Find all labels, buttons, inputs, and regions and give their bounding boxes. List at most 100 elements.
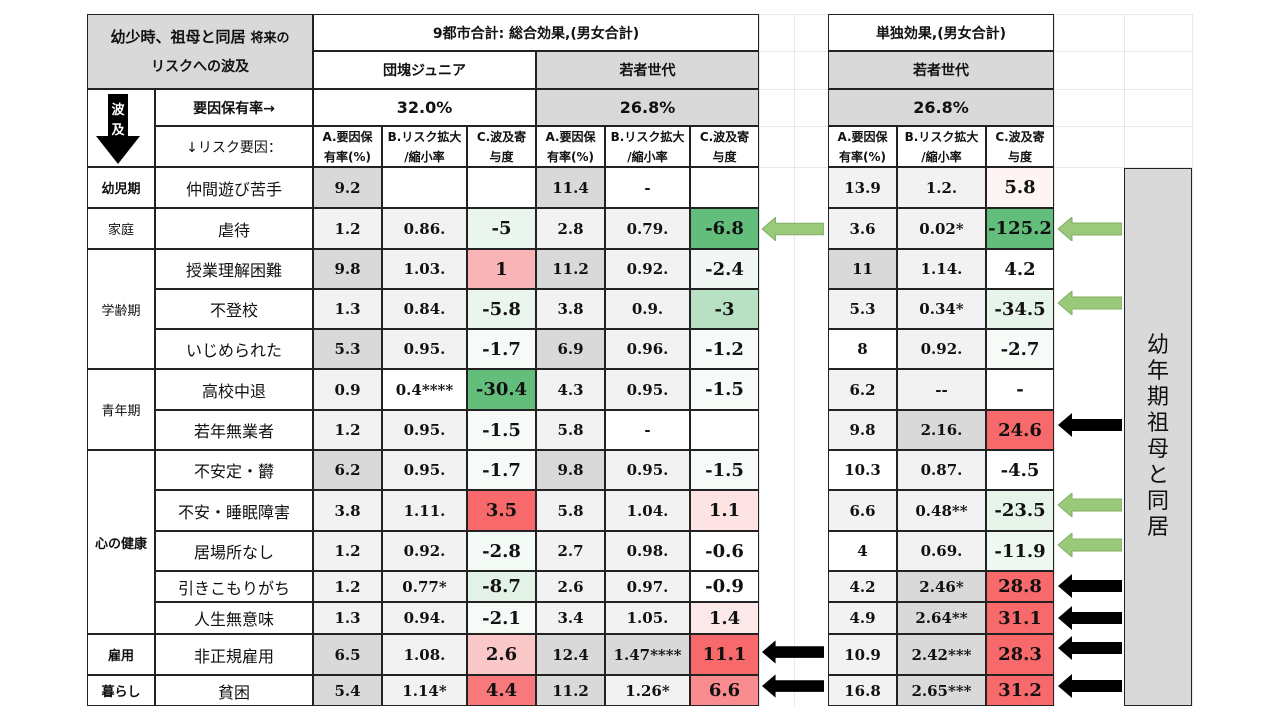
group-header-dankai: 団塊ジュニア bbox=[313, 51, 536, 89]
column-header-line: 与度 bbox=[1007, 149, 1032, 164]
value-a-cell: 16.8 bbox=[828, 675, 897, 706]
left-arrow-black-icon bbox=[1058, 413, 1122, 437]
value-a-cell: 13.9 bbox=[828, 167, 897, 208]
value-a-cell: 1.3 bbox=[313, 602, 382, 634]
column-header-line: C.波及寄 bbox=[699, 129, 750, 144]
value-c-cell: -5.8 bbox=[467, 289, 536, 329]
period-label: 暮らし bbox=[87, 675, 155, 706]
column-header-line: /縮小率 bbox=[404, 149, 445, 164]
column-header-line: A.要因保 bbox=[545, 129, 596, 144]
value-b-cell: 1.05. bbox=[605, 602, 690, 634]
factor-label-cell: 居場所なし bbox=[155, 531, 313, 571]
value-c-cell: -2.1 bbox=[467, 602, 536, 634]
group-header-young: 若者世代 bbox=[536, 51, 759, 89]
factor-label-cell: 若年無業者 bbox=[155, 410, 313, 450]
column-header-line: 有率(%) bbox=[839, 149, 886, 164]
value-a-cell: 9.2 bbox=[313, 167, 382, 208]
value-c-cell bbox=[467, 167, 536, 208]
value-a-cell: 2.8 bbox=[536, 208, 605, 249]
value-b-cell: 1.14* bbox=[382, 675, 467, 706]
column-header-line: C.波及寄 bbox=[995, 129, 1045, 144]
value-a-cell: 3.6 bbox=[828, 208, 897, 249]
column-header: B.リスク拡大/縮小率 bbox=[897, 126, 986, 167]
value-c-cell: 24.6 bbox=[986, 410, 1054, 450]
period-label: 家庭 bbox=[87, 208, 155, 249]
column-header-line: /縮小率 bbox=[627, 149, 668, 164]
value-a-cell: 1.3 bbox=[313, 289, 382, 329]
value-b-cell: 0.95. bbox=[382, 329, 467, 369]
value-a-cell: 0.9 bbox=[313, 369, 382, 410]
value-a-cell: 4.2 bbox=[828, 571, 897, 602]
value-c-cell: -6.8 bbox=[690, 208, 759, 249]
value-a-cell: 9.8 bbox=[828, 410, 897, 450]
value-c-cell: -2.8 bbox=[467, 531, 536, 571]
rate-young: 26.8% bbox=[536, 89, 759, 126]
value-a-cell: 6.6 bbox=[828, 490, 897, 531]
value-b-cell: 0.69. bbox=[897, 531, 986, 571]
left-arrow-black-icon bbox=[762, 674, 824, 698]
value-a-cell: 5.3 bbox=[313, 329, 382, 369]
value-c-cell: 1.4 bbox=[690, 602, 759, 634]
value-b-cell: - bbox=[605, 167, 690, 208]
column-header-line: B.リスク拡大 bbox=[610, 129, 685, 144]
value-b-cell: 0.92. bbox=[605, 249, 690, 289]
corner-header: 幼少時、祖母と同居 将来の リスクへの波及 bbox=[87, 14, 313, 89]
value-b-cell: - bbox=[605, 410, 690, 450]
column-header: C.波及寄与度 bbox=[986, 126, 1054, 167]
value-c-cell: 4.2 bbox=[986, 249, 1054, 289]
column-header-line: /縮小率 bbox=[921, 149, 962, 164]
combined-effect-title: 9都市合計: 総合効果,(男女合計) bbox=[313, 14, 759, 51]
value-a-cell: 5.8 bbox=[536, 490, 605, 531]
value-b-cell: 0.98. bbox=[605, 531, 690, 571]
column-header: A.要因保 有率(%) bbox=[313, 126, 382, 167]
value-a-cell: 6.2 bbox=[828, 369, 897, 410]
value-c-cell: -125.2 bbox=[986, 208, 1054, 249]
factor-label-cell: いじめられた bbox=[155, 329, 313, 369]
spread-arrow-cell bbox=[87, 89, 155, 167]
corner-title: 幼少時、祖母と同居 bbox=[110, 27, 246, 46]
value-c-cell: - bbox=[986, 369, 1054, 410]
value-b-cell bbox=[382, 167, 467, 208]
corner-subtitle: リスクへの波及 bbox=[151, 58, 249, 75]
value-a-cell: 9.8 bbox=[536, 450, 605, 490]
value-b-cell: 1.03. bbox=[382, 249, 467, 289]
value-a-cell: 5.3 bbox=[828, 289, 897, 329]
value-c-cell: -30.4 bbox=[467, 369, 536, 410]
value-a-cell: 1.2 bbox=[313, 208, 382, 249]
column-header-line: 有率(%) bbox=[547, 149, 594, 164]
value-b-cell: -- bbox=[897, 369, 986, 410]
factor-label-cell: 不安・睡眠障害 bbox=[155, 490, 313, 531]
period-label: 雇用 bbox=[87, 634, 155, 675]
value-b-cell: 0.34* bbox=[897, 289, 986, 329]
value-c-cell: -1.2 bbox=[690, 329, 759, 369]
period-label: 青年期 bbox=[87, 369, 155, 450]
factor-label-cell: 仲間遊び苦手 bbox=[155, 167, 313, 208]
left-arrow-black-icon bbox=[1058, 574, 1122, 598]
value-c-cell: 31.1 bbox=[986, 602, 1054, 634]
value-a-cell: 2.7 bbox=[536, 531, 605, 571]
value-a-cell: 1.2 bbox=[313, 410, 382, 450]
value-a-cell: 4.3 bbox=[536, 369, 605, 410]
value-a-cell: 12.4 bbox=[536, 634, 605, 675]
corner-title-line: 幼少時、祖母と同居 将来の bbox=[111, 23, 290, 53]
value-c-cell: -34.5 bbox=[986, 289, 1054, 329]
value-c-cell bbox=[690, 167, 759, 208]
column-header-line: B.リスク拡大 bbox=[904, 129, 979, 144]
factor-label-cell: 引きこもりがち bbox=[155, 571, 313, 602]
arrow-label-1: 波 bbox=[111, 102, 125, 118]
value-b-cell: 0.48** bbox=[897, 490, 986, 531]
value-b-cell: 0.92. bbox=[897, 329, 986, 369]
left-arrow-black-icon bbox=[1058, 636, 1122, 660]
value-b-cell: 0.87. bbox=[897, 450, 986, 490]
column-header-line: A.要因保 bbox=[322, 129, 373, 144]
group-header-young-single: 若者世代 bbox=[828, 51, 1054, 89]
value-c-cell: 1.1 bbox=[690, 490, 759, 531]
value-c-cell: 31.2 bbox=[986, 675, 1054, 706]
value-b-cell: 0.77* bbox=[382, 571, 467, 602]
value-b-cell: 1.04. bbox=[605, 490, 690, 531]
value-b-cell: 0.96. bbox=[605, 329, 690, 369]
left-arrow-black-icon bbox=[1058, 606, 1122, 630]
value-a-cell: 10.9 bbox=[828, 634, 897, 675]
value-a-cell: 6.9 bbox=[536, 329, 605, 369]
